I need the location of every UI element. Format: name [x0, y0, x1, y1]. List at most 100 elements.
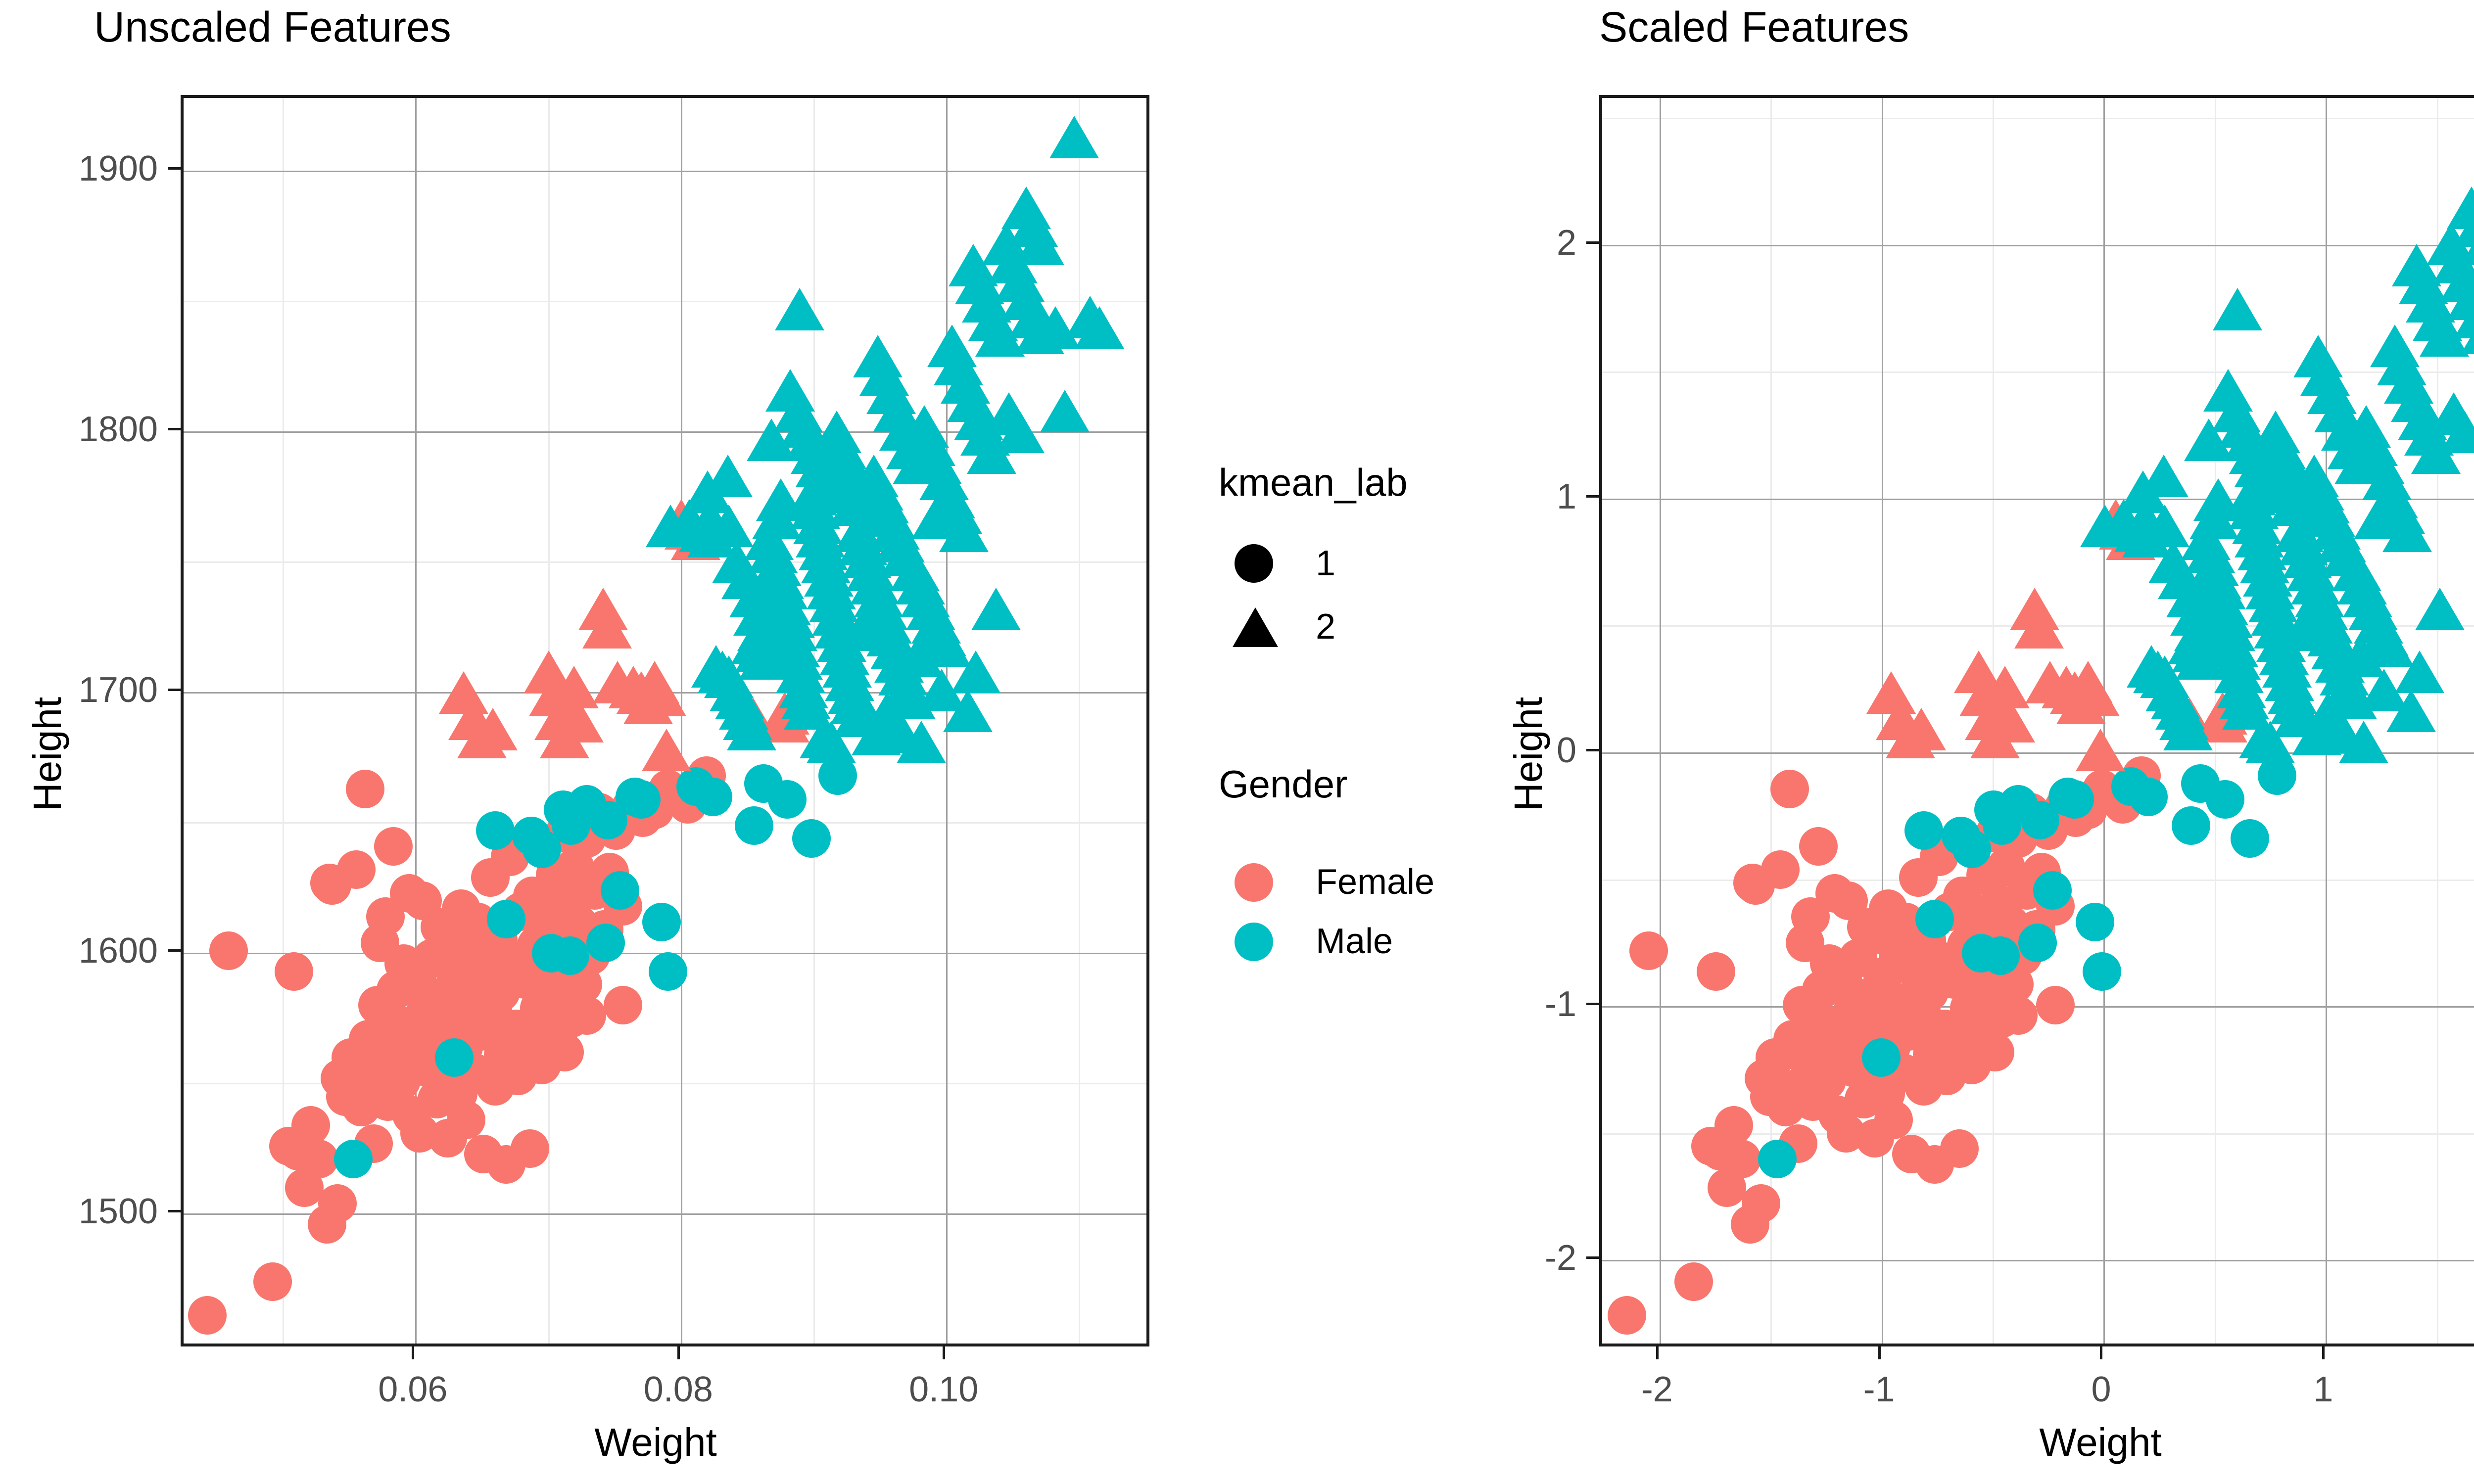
data-point-circle: [1999, 996, 2038, 1035]
x-tick-label: 2: [2456, 1369, 2474, 1410]
data-point-circle: [486, 900, 525, 939]
data-point-triangle: [995, 410, 1045, 453]
data-point-triangle: [2460, 311, 2474, 354]
data-point-circle: [603, 986, 642, 1025]
data-point-circle: [1714, 1106, 1753, 1145]
panel-title-scaled: Scaled Features: [1599, 3, 1909, 51]
x-tick-label: -2: [1641, 1370, 1673, 1409]
data-point-triangle: [2278, 608, 2328, 651]
data-point-circle: [1981, 936, 2020, 975]
data-point-triangle: [2460, 223, 2474, 266]
data-point-circle: [1696, 952, 1735, 991]
data-point-triangle: [2269, 483, 2319, 526]
data-point-triangle: [852, 713, 902, 756]
gridline-major-horizontal: [1602, 1260, 2474, 1262]
x-tick-mark: [1656, 1346, 1659, 1359]
y-tick-mark: [1586, 1256, 1599, 1259]
x-tick-mark: [412, 1346, 415, 1359]
y-tick-label: 1800: [78, 409, 158, 449]
data-point-circle: [2129, 777, 2168, 816]
data-point-triangle: [1985, 699, 2035, 742]
y-axis-title-unscaled: Height: [25, 696, 69, 811]
gridline-major-vertical: [1659, 98, 1661, 1344]
y-tick-mark: [168, 949, 181, 952]
data-point-circle: [792, 819, 831, 858]
data-point-triangle: [642, 728, 692, 771]
x-tick-mark: [943, 1346, 946, 1359]
data-point-triangle: [2335, 635, 2385, 678]
gridline-major-horizontal: [184, 1213, 1146, 1215]
data-point-triangle: [726, 707, 776, 750]
data-point-circle: [435, 1038, 474, 1077]
data-point-triangle: [2070, 674, 2120, 717]
data-point-triangle: [554, 699, 604, 742]
data-point-circle: [1674, 1262, 1713, 1301]
gridline-major-horizontal: [1602, 752, 2474, 754]
data-point-circle: [1940, 1129, 1979, 1168]
data-point-circle: [336, 850, 376, 889]
data-point-triangle: [1015, 223, 1064, 266]
data-point-triangle: [2189, 496, 2239, 539]
gridline-minor-horizontal: [1602, 371, 2474, 373]
y-tick-mark: [1586, 749, 1599, 752]
data-point-circle: [649, 952, 687, 991]
facet-scaled: Scaled Features Height Weight -2-1012-2-…: [1418, 0, 2474, 1484]
legend-key-shape-2-triangle-icon: [1233, 607, 1278, 647]
legend-key-gender-female-circle-icon: [1235, 863, 1273, 902]
y-tick-mark: [168, 688, 181, 691]
x-tick-mark: [2100, 1346, 2103, 1359]
data-point-triangle: [2440, 410, 2474, 453]
legend-label-gender-male: Male: [1316, 922, 1393, 961]
gridline-minor-horizontal: [184, 1083, 1146, 1085]
data-point-circle: [1874, 1101, 1913, 1140]
x-axis-title-unscaled: Weight: [594, 1420, 717, 1464]
facet-unscaled: Unscaled Features Height Weight 0.06 0.08…: [25, 6, 1149, 1464]
y-tick-label: 1600: [78, 930, 158, 971]
data-point-circle: [694, 777, 733, 816]
data-point-triangle: [2139, 455, 2189, 498]
data-point-circle: [299, 1140, 338, 1179]
legend-unscaled: kmean_lab 1 2 Gender Female Male: [1219, 0, 1476, 1484]
data-point-circle: [550, 936, 589, 975]
data-point-triangle: [2014, 606, 2064, 649]
y-tick-label: 1900: [78, 148, 158, 188]
data-point-triangle: [829, 483, 879, 526]
data-point-circle: [1607, 1296, 1646, 1335]
gridline-major-horizontal: [184, 170, 1146, 172]
data-point-circle: [601, 871, 640, 910]
y-tick-label: 1700: [78, 670, 158, 710]
gridline-minor-horizontal: [184, 561, 1146, 563]
gridline-minor-vertical: [1770, 98, 1772, 1344]
y-tick-label: -1: [1544, 984, 1576, 1024]
y-tick-mark: [168, 427, 181, 430]
data-point-triangle: [752, 496, 802, 539]
data-point-triangle: [703, 455, 753, 498]
y-tick-label: 1500: [78, 1191, 158, 1231]
legend-key-gender-male-circle-icon: [1235, 923, 1273, 961]
data-point-triangle: [894, 635, 944, 678]
data-point-circle: [1976, 1033, 2015, 1072]
gridline-minor-horizontal: [1602, 118, 2474, 120]
gridline-major-horizontal: [1602, 498, 2474, 500]
x-tick-label: 1: [2313, 1370, 2333, 1409]
data-point-circle: [2230, 819, 2269, 858]
data-point-circle: [2206, 780, 2245, 819]
y-tick-label: -2: [1544, 1238, 1576, 1278]
data-point-circle: [1915, 900, 1954, 939]
plot-area-unscaled: [181, 95, 1149, 1346]
data-point-circle: [568, 996, 607, 1035]
data-point-circle: [2018, 923, 2057, 962]
data-point-circle: [1760, 850, 1800, 889]
y-tick-mark: [168, 167, 181, 170]
data-point-circle: [1770, 769, 1809, 808]
data-point-circle: [1629, 931, 1668, 970]
gridline-minor-horizontal: [1602, 1133, 2474, 1135]
y-tick-mark: [1586, 495, 1599, 498]
data-point-triangle: [971, 588, 1021, 631]
data-point-triangle: [747, 418, 797, 461]
legend-title-kmean-lab: kmean_lab: [1219, 461, 1408, 504]
data-point-triangle: [911, 496, 961, 539]
gridline-major-horizontal: [184, 431, 1146, 433]
data-point-triangle: [2292, 713, 2342, 756]
x-tick-label: 0.08: [643, 1370, 713, 1409]
